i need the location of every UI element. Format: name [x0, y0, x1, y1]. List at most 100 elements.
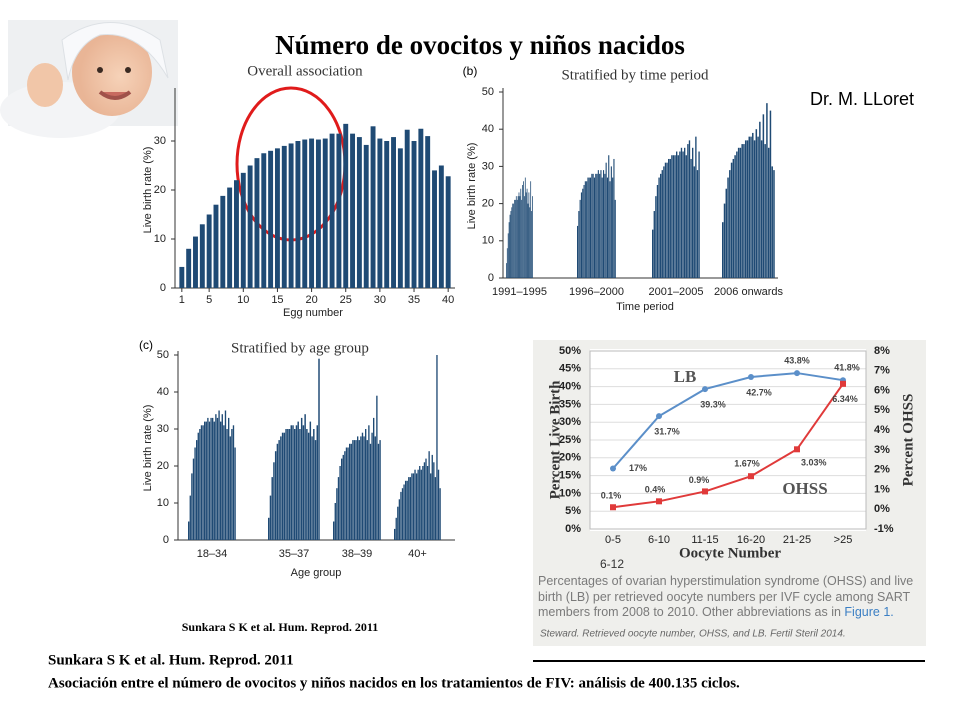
citation: Sunkara S K et al. Hum. Reprod. 2011	[48, 652, 294, 668]
bar	[408, 477, 410, 540]
bar	[274, 451, 277, 540]
caption: Percentages of ovarian hyperstimulation …	[538, 574, 924, 621]
chart-title: Overall association	[247, 63, 363, 79]
bar	[609, 181, 611, 278]
bar	[309, 138, 315, 288]
bar	[530, 181, 532, 278]
bar	[300, 417, 303, 540]
bar	[508, 222, 510, 278]
point	[656, 498, 662, 505]
bar	[179, 266, 185, 288]
bar	[228, 417, 230, 540]
bar	[527, 203, 529, 278]
bar	[199, 224, 205, 288]
series-label: OHSS	[782, 479, 827, 498]
point	[748, 373, 754, 380]
data-label: 41.8%	[834, 363, 860, 373]
bar	[374, 436, 376, 540]
y2-tick-label: 0%	[874, 503, 890, 515]
y-tick-label: 50%	[559, 345, 581, 357]
bar	[345, 447, 348, 540]
bar	[520, 188, 522, 278]
y-tick-label: 10%	[559, 487, 581, 499]
bar	[221, 414, 223, 540]
bar	[755, 129, 758, 278]
bar	[234, 447, 236, 540]
bar	[247, 165, 253, 288]
bar	[295, 141, 301, 288]
bar	[757, 136, 759, 278]
bar	[199, 429, 201, 540]
bar	[223, 425, 225, 540]
bar	[391, 137, 396, 288]
bar	[307, 432, 310, 540]
bar	[606, 177, 609, 278]
caption-link[interactable]: Figure 1.	[844, 605, 894, 619]
bar	[578, 211, 580, 278]
data-label: 17%	[629, 463, 647, 473]
chart-title: Stratified by age group	[231, 340, 369, 356]
x-tick-label: 2001–2005	[648, 286, 703, 298]
bar	[729, 170, 731, 278]
y-tick-label: 30	[157, 423, 169, 435]
bar	[194, 447, 196, 540]
bar	[349, 443, 351, 540]
y-axis-title: Percent Live Birth	[547, 380, 563, 500]
bar	[510, 211, 512, 278]
bar	[580, 192, 583, 278]
bar	[599, 173, 601, 278]
series-line	[612, 372, 844, 470]
y2-tick-label: 7%	[874, 365, 890, 377]
y-tick-label: 30	[154, 135, 166, 147]
x-tick-label: 15	[271, 294, 283, 306]
bar	[404, 129, 410, 288]
bar	[213, 204, 219, 288]
bar	[734, 155, 736, 278]
y2-tick-label: 8%	[874, 345, 890, 357]
bar	[365, 429, 367, 540]
bar	[343, 123, 349, 288]
bar	[730, 162, 733, 278]
point	[610, 465, 616, 472]
bar	[613, 158, 615, 278]
bar	[357, 436, 359, 540]
bar	[430, 473, 432, 540]
bar	[423, 462, 426, 540]
bar	[373, 417, 375, 540]
bar	[376, 395, 378, 540]
bar	[337, 477, 340, 540]
y2-tick-label: 1%	[874, 483, 890, 495]
y2-tick-label: -1%	[874, 523, 894, 535]
y-tick-label: 40	[482, 123, 494, 135]
bar	[655, 196, 657, 278]
bar	[437, 469, 440, 540]
bar	[202, 425, 204, 540]
data-label: 39.3%	[700, 399, 726, 409]
point	[794, 370, 800, 377]
bar	[762, 114, 765, 278]
bar	[436, 355, 438, 540]
bar	[596, 173, 598, 278]
bar	[304, 414, 306, 540]
bar	[216, 417, 219, 540]
bar	[333, 521, 335, 540]
bar	[695, 136, 697, 278]
bar	[409, 477, 411, 540]
bar	[438, 165, 444, 288]
plot-frame	[589, 350, 867, 530]
bar	[656, 185, 659, 278]
bar	[404, 480, 407, 540]
author: Dr. M. LLoret	[810, 89, 914, 109]
bar	[658, 177, 660, 278]
bar	[506, 263, 507, 278]
bar	[192, 458, 195, 540]
y2-axis-title: Percent OHSS	[900, 394, 916, 487]
bar	[524, 196, 525, 278]
summary: Asociación entre el número de ovocitos y…	[48, 675, 740, 691]
bar	[206, 214, 212, 288]
bar	[224, 410, 227, 540]
bar	[419, 466, 421, 540]
x-axis-title: Age group	[291, 567, 342, 579]
bar	[288, 429, 291, 540]
